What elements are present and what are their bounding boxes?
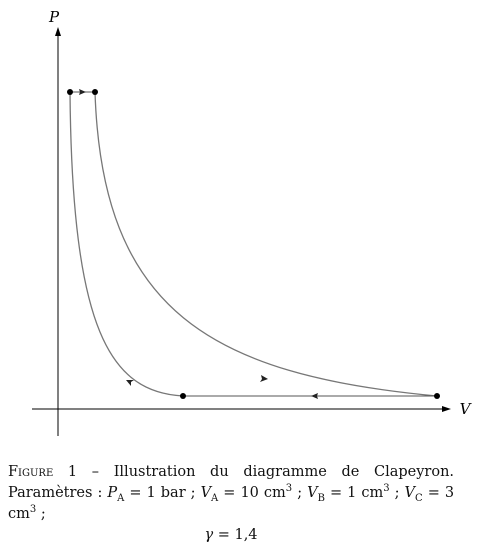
- param-symbol: γ: [204, 527, 214, 543]
- param-separator: ;: [190, 485, 196, 501]
- param-symbol: P: [107, 485, 118, 501]
- param: VA = 10 cm3 ;: [200, 483, 303, 504]
- param-exponent: 3: [383, 483, 390, 495]
- direction-arrow: [79, 89, 86, 95]
- param-value: = 1 cm: [329, 485, 384, 501]
- direction-arrow: [311, 393, 318, 399]
- param-subscript: A: [211, 492, 219, 504]
- clapeyron-diagram: P V: [32, 8, 473, 436]
- param-exponent: 3: [29, 504, 37, 516]
- param-exponent: 3: [285, 483, 293, 495]
- param-value: = 10 cm: [223, 485, 286, 501]
- caption-text: – Illustration du diagramme de Clapeyron…: [8, 464, 455, 501]
- param: VB = 1 cm3 ;: [307, 483, 400, 504]
- state-point: [434, 393, 440, 399]
- param-symbol: V: [307, 485, 318, 501]
- param-value: = 3 cm: [8, 485, 455, 522]
- caption-label: Figure 1: [8, 464, 78, 480]
- param-separator: ;: [40, 506, 46, 522]
- caption-params: PA = 1 bar ; VA = 10 cm3 ; VB = 1 cm3 ; …: [8, 483, 454, 522]
- x-axis-arrow: [442, 406, 451, 412]
- direction-arrow: [260, 375, 268, 382]
- param: PA = 1 bar ;: [107, 485, 196, 504]
- state-point: [180, 393, 186, 399]
- param-subscript: A: [117, 492, 125, 504]
- param-value: = 1 bar: [129, 485, 186, 501]
- adiabatic-curve-low: [69, 91, 184, 397]
- param-symbol: V: [200, 485, 212, 501]
- param-separator: ;: [394, 485, 400, 501]
- param-separator: ;: [297, 485, 303, 501]
- direction-arrow: [126, 380, 134, 386]
- param: VC = 3 cm3 ;: [8, 485, 454, 522]
- caption-last-line: γ = 1,4: [8, 525, 454, 546]
- param-subscript: B: [317, 492, 325, 504]
- state-point: [92, 89, 98, 95]
- param-value: = 1,4: [217, 527, 258, 543]
- page: P V Figure 1 – Illustration du diagramme…: [8, 8, 473, 543]
- adiabatic-curve-high: [94, 91, 438, 397]
- figure-caption: Figure 1 – Illustration du diagramme de …: [8, 462, 454, 546]
- y-axis-label: P: [48, 8, 60, 26]
- x-axis-label: V: [460, 400, 473, 418]
- state-point: [67, 89, 73, 95]
- param-symbol: V: [404, 485, 416, 501]
- param-subscript: C: [415, 492, 423, 504]
- y-axis-arrow: [55, 27, 61, 36]
